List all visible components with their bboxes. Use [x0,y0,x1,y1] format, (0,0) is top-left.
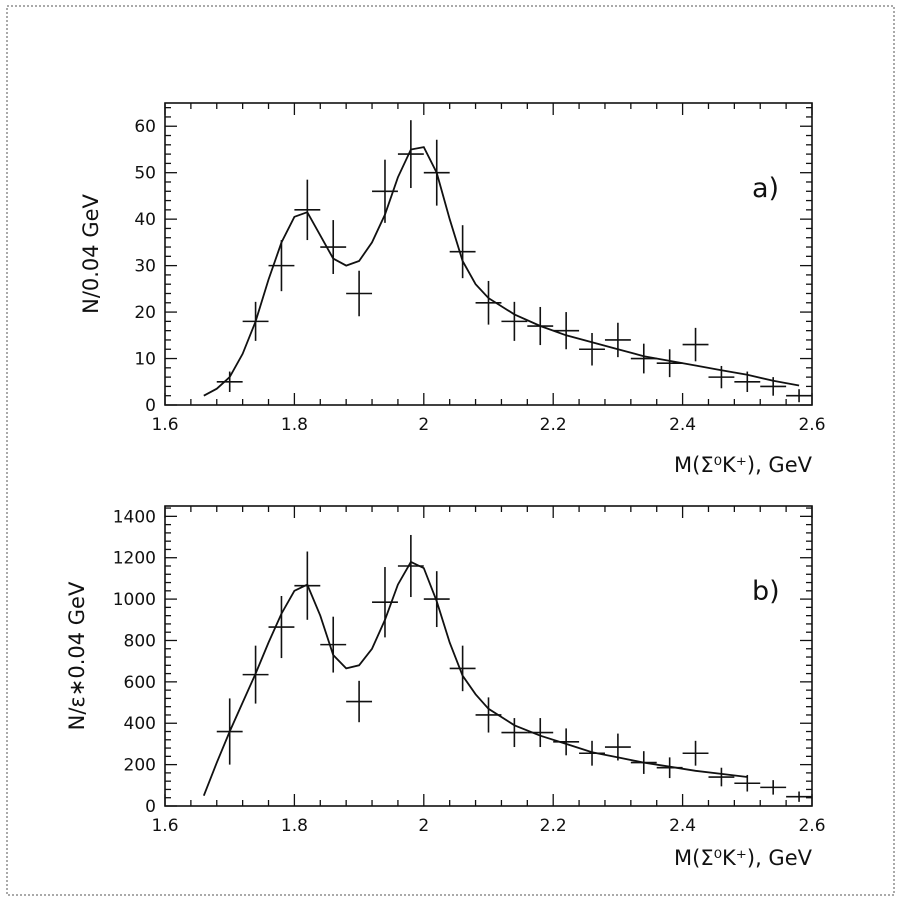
x-tick-label: 2.4 [669,816,696,836]
data-point [216,698,243,765]
data-point [630,751,657,774]
y-tick-label: 1400 [113,507,156,527]
x-tick-label: 2.2 [540,816,567,836]
panel-b: 1.6 1.8 2 2.2 2.4 2.6 0 200 400 600 800 1000 1200 140… [65,505,826,870]
y-tick-label: 60 [134,117,156,137]
panel-label: b) [752,576,780,607]
y-tick-label: 1200 [113,549,156,569]
y-tick-label: 40 [134,210,156,230]
data-point [682,327,709,362]
x-tick-label: 2.6 [798,415,825,435]
data-point [346,680,373,723]
y-tick-label: 10 [134,350,156,370]
x-tick-label: 2 [418,415,429,435]
data-point [760,780,787,795]
data-point [682,740,709,766]
data-point [423,571,450,628]
y-tick-label: 20 [134,303,156,323]
data-point [630,343,657,374]
data-point [216,371,243,392]
data-point [553,728,580,756]
data-point [527,718,554,748]
x-tick-label: 1.6 [151,816,178,836]
x-tick-label: 1.6 [151,415,178,435]
data-point [786,791,812,802]
plot-frame [164,505,813,807]
y-tick-label: 400 [124,714,156,734]
data-point [708,365,735,389]
y-tick-label: 800 [124,631,156,651]
data-point [320,616,347,673]
y-tick-label: 0 [145,797,156,817]
y-tick-label: 0 [145,396,156,416]
data-point [294,179,321,241]
data-point [346,270,373,317]
data-point [760,377,787,396]
x-tick-label: 1.8 [281,816,308,836]
data-point [604,322,631,358]
x-axis-title: M(Σ⁰K⁺), GeV [674,846,813,870]
y-tick-label: 1000 [113,590,156,610]
data-point [656,349,683,378]
x-tick-label: 2 [418,816,429,836]
y-axis-title: N/0.04 GeV [79,193,103,313]
fit-curve [203,146,800,397]
data-point [449,225,476,279]
panel-label: a) [752,173,779,204]
y-tick-label: 600 [124,673,156,693]
fit-curve [202,560,748,797]
data-point [475,280,502,325]
x-tick-label: 2.6 [798,816,825,836]
data-point [372,159,398,223]
x-tick-label: 2.2 [540,415,567,435]
data-point [242,645,269,704]
panel-a: 1.6 1.8 2 2.2 2.4 2.6 0 10 20 30 40 50 60 M(Σ⁰K⁺), Ge… [79,102,826,477]
data-point [786,389,812,403]
data-point [501,718,528,748]
data-point [294,551,321,620]
data-point [553,312,580,350]
x-tick-label: 1.8 [281,415,308,435]
data-point [268,240,295,292]
x-tick-label: 2.4 [669,415,696,435]
data-point [579,740,605,766]
data-point [734,371,761,392]
data-point [397,120,424,189]
data-point [501,301,528,341]
y-tick-label: 30 [134,257,156,277]
y-axis-title: N/ε∗0.04 GeV [65,581,89,730]
data-point [372,567,398,638]
data-point [734,774,761,792]
y-tick-label: 200 [124,756,156,776]
x-axis-title: M(Σ⁰K⁺), GeV [674,453,813,477]
data-point [527,306,554,346]
data-point [242,301,269,341]
plot-frame [164,102,813,406]
y-tick-label: 50 [134,164,156,184]
data-point [475,697,502,733]
data-point [449,645,476,692]
data-point [423,139,450,206]
data-point [604,733,631,761]
data-point [397,534,424,598]
data-point [268,596,295,659]
data-point [320,220,347,274]
data-point [579,332,605,366]
data-point [708,767,735,787]
data-point [656,757,683,779]
